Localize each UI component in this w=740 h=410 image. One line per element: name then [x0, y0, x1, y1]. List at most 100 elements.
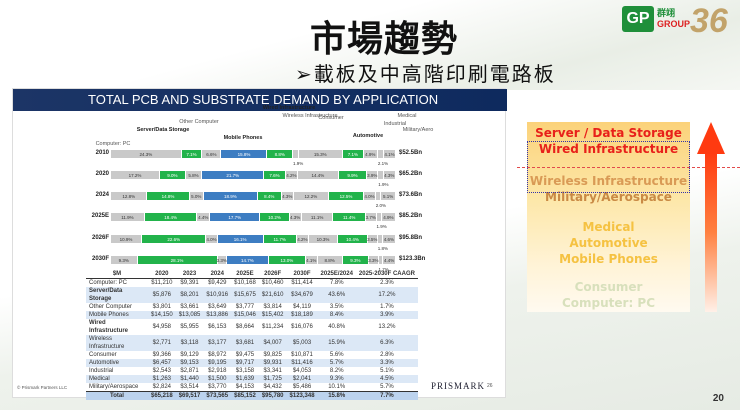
- table-cell: 9.3%: [317, 375, 356, 383]
- bar-segment: 3.3%: [368, 256, 379, 264]
- table-cell: Automotive: [86, 359, 148, 367]
- data-label: 24.3%: [139, 151, 153, 157]
- data-label: 1.9%: [378, 182, 389, 187]
- bar-segment: 10.4%: [338, 235, 368, 243]
- table-cell: $3,770: [208, 384, 227, 390]
- category-label: Industrial: [383, 121, 407, 127]
- table-cell: $15,046: [231, 311, 259, 319]
- table-cell: $3,661: [180, 304, 199, 310]
- table-cell: $4,007: [258, 335, 287, 351]
- data-label: 5.0%: [191, 193, 202, 199]
- data-label: 11.1%: [310, 214, 324, 220]
- table-cell: $11,210: [151, 280, 173, 286]
- growth-arrow-icon: [697, 122, 725, 312]
- table-cell: $2,041: [286, 375, 318, 383]
- bar-segment: 1.8%: [377, 235, 388, 251]
- table-row: Medical $1,263 $1,440 $1,500 $1,639 $1,725 $2,…: [86, 375, 418, 383]
- table-cell: $1,725: [258, 375, 287, 383]
- table-cell: $8,972: [208, 352, 227, 358]
- slide-heading: TOTAL PCB AND SUBSTRATE DEMAND BY APPLIC…: [13, 89, 507, 111]
- table-cell: $1,263: [148, 375, 176, 383]
- table-cell: $9,153: [175, 359, 204, 367]
- data-label: 11.4%: [343, 214, 356, 220]
- bar-segment: 3.9%: [367, 171, 379, 179]
- ranking-item: Medical: [582, 220, 635, 234]
- bar-segment: 11.9%: [111, 213, 145, 221]
- table-cell: $1,500: [203, 375, 232, 383]
- bar-segment: 16.1%: [217, 235, 264, 243]
- bar-segment: 11.4%: [333, 213, 366, 221]
- bar-segment: 9.9%: [338, 171, 368, 179]
- bar-segment: 18.4%: [144, 213, 198, 221]
- table-cell: $11,416: [286, 359, 318, 367]
- bar-segment: 4.0%: [364, 192, 376, 200]
- table-row: Consumer $9,366 $9,129 $8,972 $9,475 $9,825 $1…: [86, 351, 418, 359]
- data-label: 15.8%: [237, 151, 251, 157]
- category-label: Computer: PC: [95, 141, 131, 147]
- table-cell: $11,414: [291, 280, 313, 286]
- table-cell: $6,457: [148, 359, 176, 367]
- table-cell: $4,432: [263, 384, 282, 390]
- data-label: 1.8%: [377, 246, 388, 251]
- data-label: 3.3%: [216, 257, 227, 263]
- bar-segment: 17.2%: [111, 171, 161, 179]
- data-label: 2.0%: [375, 203, 386, 208]
- bar-segment: 2.0%: [375, 192, 386, 208]
- table-cell: 7.7%: [355, 391, 418, 400]
- data-label: 14.7%: [241, 257, 254, 263]
- bar-segment: 4.9%: [381, 213, 396, 221]
- table-row: Wired Infrastructure $4,958 $5,955 $6,153 $8…: [86, 319, 418, 335]
- anniversary-badge: 36: [690, 2, 728, 40]
- table-cell: 6.3%: [355, 335, 418, 351]
- data-label: 4.1%: [384, 151, 395, 157]
- table-cell: 8.2%: [329, 368, 344, 374]
- table-cell: $18,189: [286, 311, 318, 319]
- data-label: 14.4%: [311, 172, 325, 178]
- table-cell: $3,801: [152, 304, 172, 310]
- category-label: Server/Data Storage: [136, 127, 190, 133]
- logo-mark: GP: [622, 6, 654, 32]
- data-label: 4.1%: [306, 257, 317, 263]
- bar-segment: 4.9%: [363, 150, 378, 158]
- column-header: 2024: [203, 271, 232, 279]
- data-label: 9.9%: [347, 172, 358, 178]
- data-label: 4.3%: [384, 172, 395, 178]
- bar-segment: 11.7%: [263, 235, 297, 243]
- page-number: 20: [712, 393, 724, 404]
- copyright: © Prismark Partners LLC: [17, 385, 68, 390]
- table-cell: $34,679: [286, 287, 318, 303]
- table-cell: $2,871: [180, 368, 199, 374]
- data-label: 3.3%: [368, 257, 379, 263]
- table-cell: $2,543: [152, 368, 172, 374]
- total-label: $65.2Bn: [399, 171, 423, 177]
- data-label: 21.7%: [226, 172, 240, 178]
- bar-segment: 4.2%: [296, 235, 309, 243]
- table-cell: $10,916: [203, 287, 232, 303]
- bar-segment: 9.3%: [342, 256, 370, 264]
- data-label: 7.1%: [186, 151, 197, 157]
- bar-segment: 4.0%: [206, 235, 218, 243]
- bar-segment: 3.3%: [216, 256, 227, 264]
- data-label: 3.5%: [367, 236, 378, 242]
- table-cell: 5.1%: [380, 368, 394, 374]
- table-cell: $10,168: [234, 280, 256, 286]
- table-cell: $3,514: [180, 384, 199, 390]
- data-label: 14.8%: [161, 193, 175, 199]
- bar-segment: 4.1%: [383, 150, 396, 158]
- table-cell: Consumer: [89, 352, 117, 358]
- bar-segment: 13.0%: [268, 256, 306, 264]
- table-cell: Wired Infrastructure: [89, 320, 129, 334]
- table-cell: 13.2%: [378, 324, 396, 330]
- column-header: 2023: [175, 271, 204, 279]
- bar-segment: 5.1%: [381, 192, 396, 200]
- table-cell: $11,234: [262, 324, 284, 330]
- data-label: 4.6%: [383, 236, 394, 242]
- total-label: $85.2Bn: [399, 213, 423, 219]
- year-label: 2030F: [91, 256, 109, 262]
- table-cell: 17.2%: [355, 287, 418, 303]
- data-label: 3.9%: [367, 172, 378, 178]
- column-header: $M: [86, 271, 148, 279]
- table-cell: $3,777: [235, 304, 255, 310]
- column-header: 2026F: [258, 271, 287, 279]
- data-label: 11.9%: [121, 214, 134, 220]
